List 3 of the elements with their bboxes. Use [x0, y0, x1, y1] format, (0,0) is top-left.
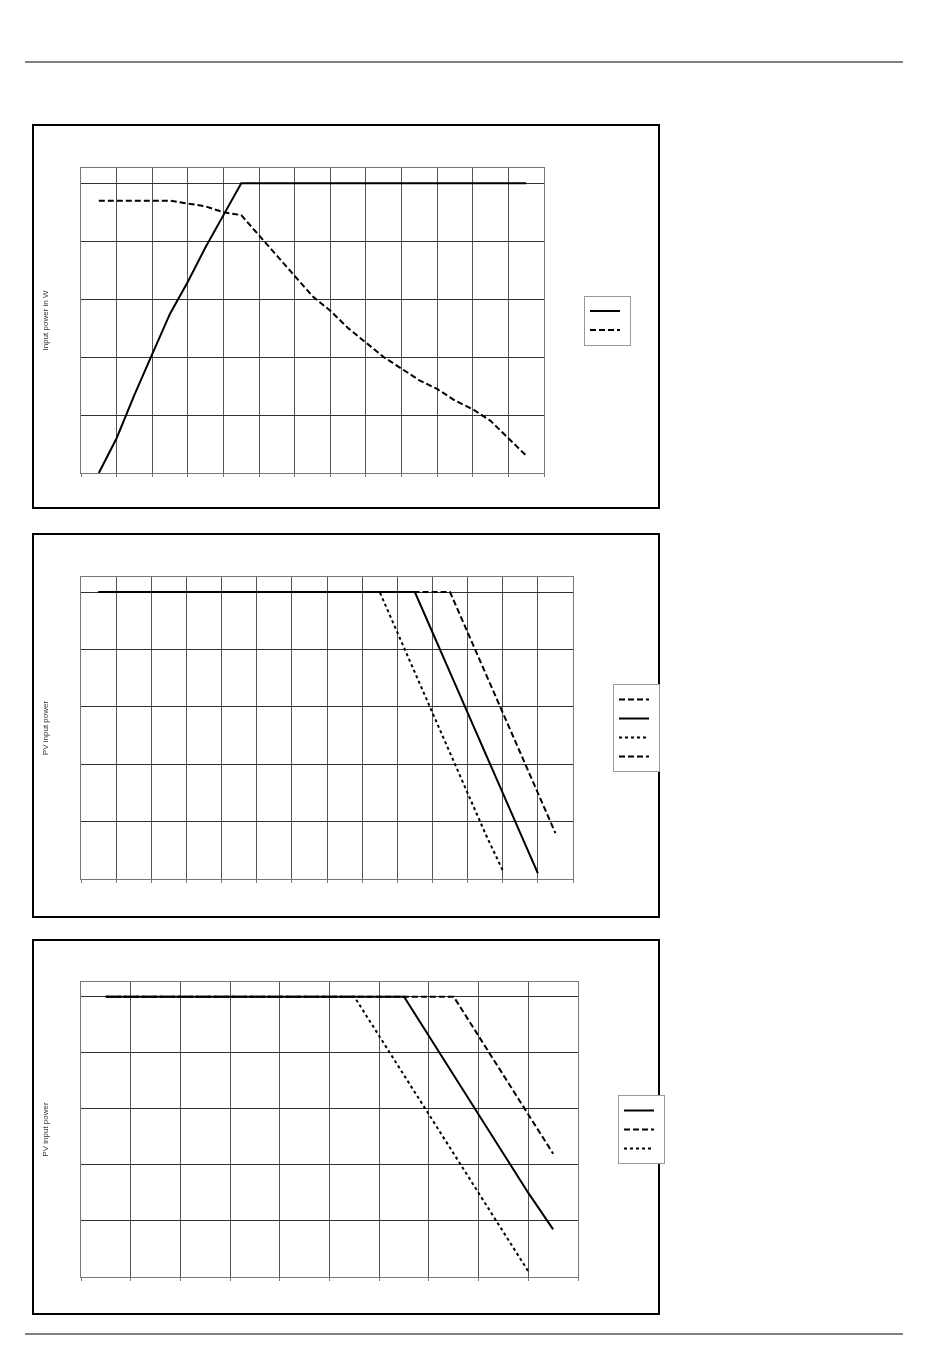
y-axis-title: PV input power	[40, 700, 50, 756]
y-axis-title: Input power in W	[40, 290, 50, 351]
y-axis-title: PV input power	[40, 1102, 50, 1157]
